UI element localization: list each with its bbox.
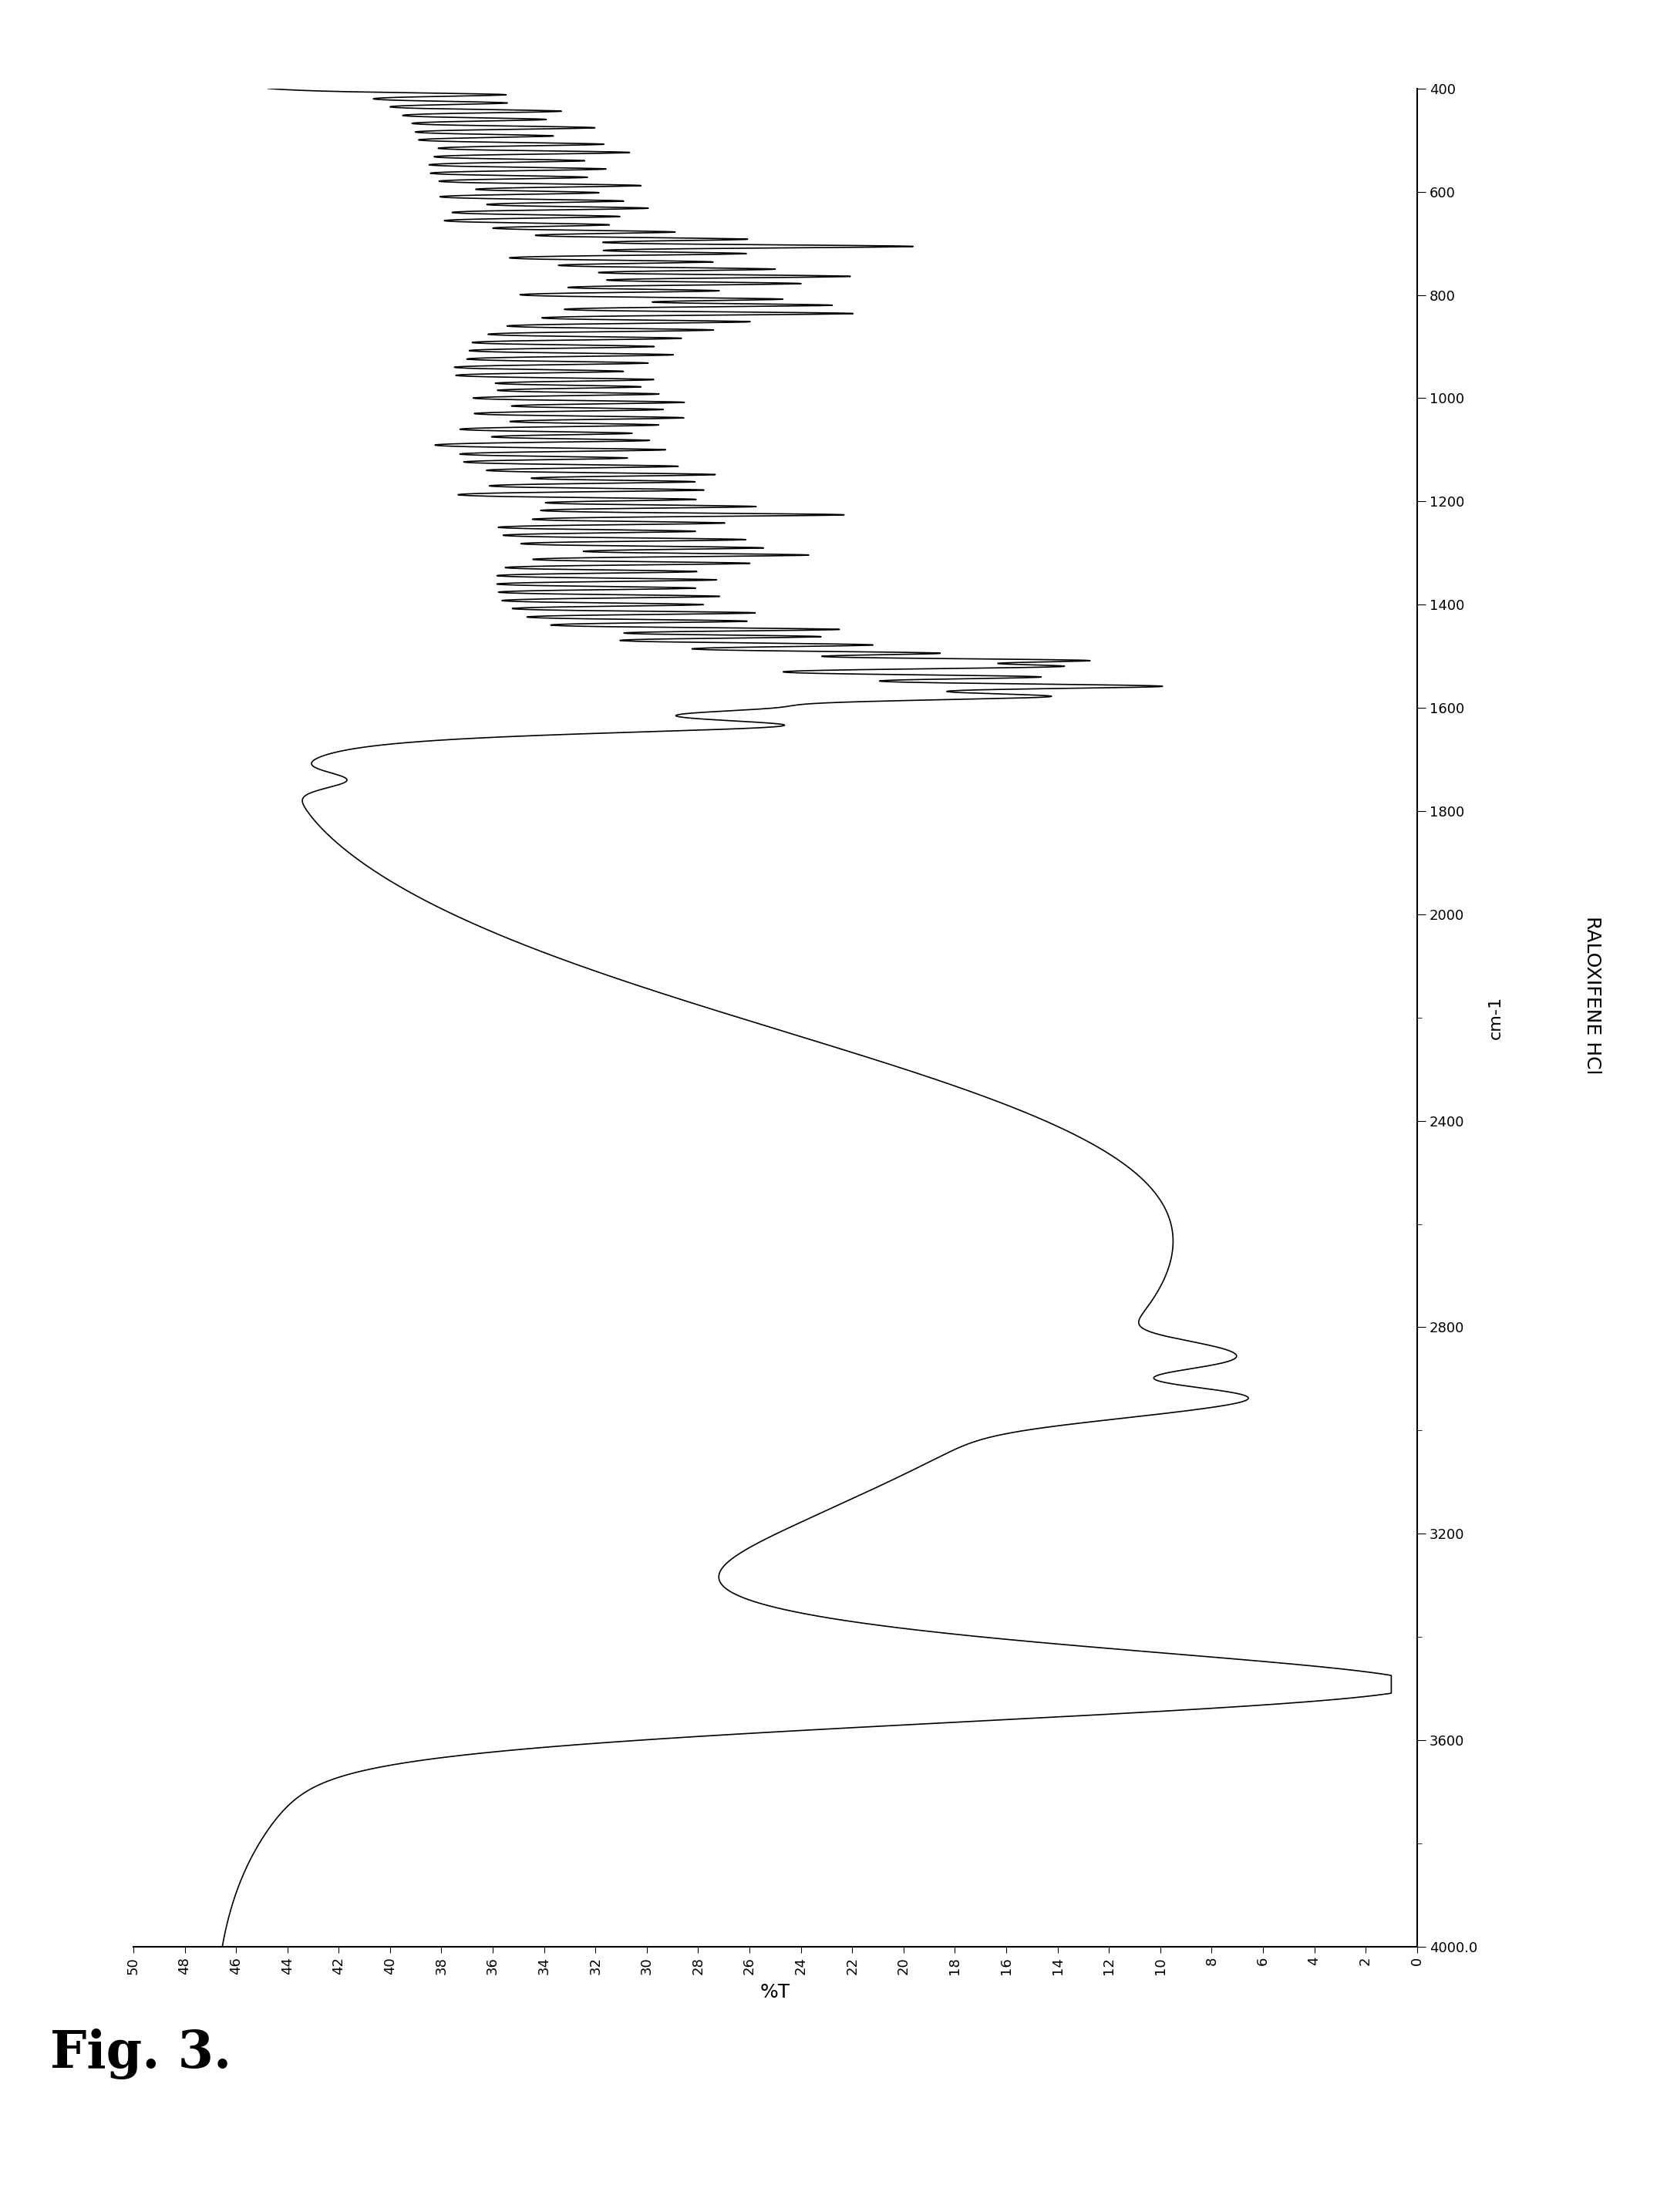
Text: Fig. 3.: Fig. 3. bbox=[50, 2028, 232, 2079]
Y-axis label: cm-1: cm-1 bbox=[1489, 995, 1504, 1040]
Text: RALOXIFENE HCl: RALOXIFENE HCl bbox=[1582, 916, 1602, 1075]
X-axis label: %T: %T bbox=[760, 1982, 790, 2002]
